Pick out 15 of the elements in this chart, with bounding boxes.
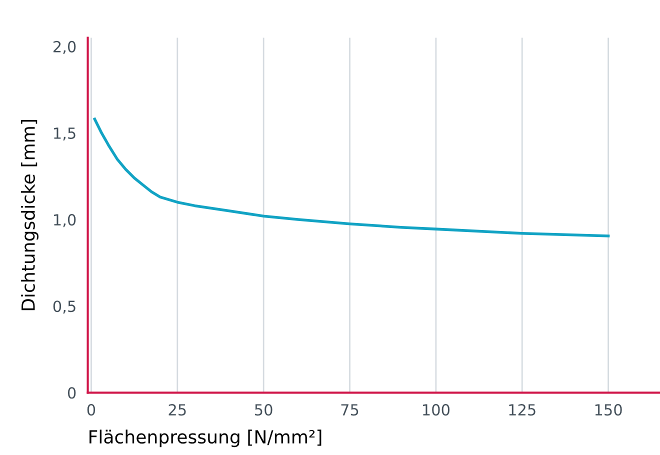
x-tick-label: 50 [255, 404, 272, 416]
x-tick-label: 0 [87, 404, 96, 416]
y-axis-title: Dichtungsdicke [mm] [21, 120, 38, 310]
y-tick-label: 1,0 [54, 214, 76, 228]
x-axis-title: Flächenpressung [N/mm²] [90, 430, 322, 448]
x-tick-label: 150 [595, 404, 622, 416]
line-series [93, 118, 610, 238]
x-tick-label: 75 [341, 404, 358, 416]
y-tick-label: 2,0 [53, 40, 76, 54]
x-tick-label: 25 [168, 404, 186, 416]
x-tick-label: 100 [423, 404, 450, 416]
y-tick-label: 0 [68, 387, 76, 399]
y-tick-label: 1,5 [54, 128, 76, 141]
x-tick-label: 125 [509, 404, 536, 416]
y-tick-label: 0,5 [53, 300, 76, 314]
